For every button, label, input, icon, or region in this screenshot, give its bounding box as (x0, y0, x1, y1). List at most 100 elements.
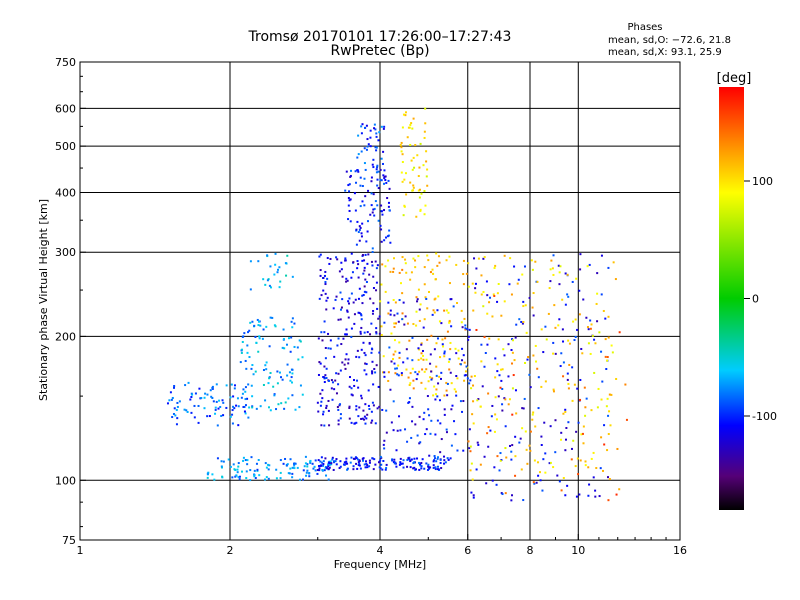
data-point (409, 372, 412, 375)
data-point (392, 267, 395, 270)
data-point (363, 351, 366, 354)
data-point (423, 318, 426, 321)
data-point (376, 264, 379, 267)
data-point (401, 256, 404, 259)
data-point (425, 297, 428, 300)
data-point (414, 266, 417, 269)
data-point (323, 377, 326, 380)
data-point (540, 435, 543, 438)
data-point (474, 287, 477, 290)
data-point (246, 397, 249, 400)
data-point (404, 315, 407, 318)
data-point (339, 417, 342, 420)
data-point (211, 396, 214, 399)
data-point (572, 320, 575, 323)
data-point (350, 292, 353, 295)
data-point (336, 258, 339, 261)
data-point (337, 337, 340, 340)
data-point (291, 275, 294, 278)
data-point (343, 363, 346, 366)
data-point (536, 367, 539, 370)
data-point (350, 252, 353, 255)
data-point (372, 302, 375, 305)
data-point (473, 257, 476, 260)
data-point (603, 424, 606, 427)
data-point (252, 373, 255, 376)
data-point (600, 398, 603, 401)
data-point (350, 327, 353, 330)
data-point (325, 467, 328, 470)
data-point (441, 343, 444, 346)
data-point (574, 318, 577, 321)
data-point (524, 430, 527, 433)
data-point (357, 170, 360, 173)
data-point (339, 369, 342, 372)
data-point (534, 425, 537, 428)
data-point (299, 340, 302, 343)
data-point (319, 362, 322, 365)
data-point (345, 457, 348, 460)
data-point (405, 271, 408, 274)
data-point (411, 367, 414, 370)
data-point (284, 457, 287, 460)
data-point (245, 477, 248, 480)
data-point (468, 328, 471, 331)
data-point (393, 339, 396, 342)
data-point (419, 142, 422, 145)
data-point (483, 256, 486, 259)
data-point (596, 292, 599, 295)
data-point (279, 477, 282, 480)
data-point (245, 367, 248, 370)
data-point (359, 205, 362, 208)
data-point (257, 320, 260, 323)
data-point (370, 351, 373, 354)
data-point (511, 413, 514, 416)
data-point (375, 364, 378, 367)
data-point (503, 254, 506, 257)
data-point (433, 457, 436, 460)
data-point (377, 139, 380, 142)
data-point (576, 457, 579, 460)
data-point (521, 427, 524, 430)
data-point (352, 465, 355, 468)
data-point (539, 479, 542, 482)
data-point (231, 409, 234, 412)
data-point (536, 280, 539, 283)
data-point (528, 296, 531, 299)
data-point (237, 465, 240, 468)
data-point (318, 469, 321, 472)
data-point (500, 314, 503, 317)
data-point (368, 273, 371, 276)
data-point (583, 386, 586, 389)
data-point (579, 398, 582, 401)
data-point (466, 377, 469, 380)
data-point (365, 373, 368, 376)
data-point (405, 348, 408, 351)
data-point (420, 461, 423, 464)
data-point (232, 395, 235, 398)
data-point (258, 335, 261, 338)
data-point (418, 442, 421, 445)
data-point (415, 310, 418, 313)
data-point (366, 230, 369, 233)
data-point (522, 407, 525, 410)
data-point (325, 474, 328, 477)
data-point (345, 460, 348, 463)
data-point (427, 466, 430, 469)
data-point (466, 328, 469, 331)
data-point (387, 379, 390, 382)
data-point (566, 273, 569, 276)
data-point (372, 468, 375, 471)
data-point (580, 347, 583, 350)
data-point (348, 190, 351, 193)
data-point (356, 169, 359, 172)
data-point (438, 399, 441, 402)
data-point (493, 466, 496, 469)
data-point (311, 462, 314, 465)
data-point (525, 331, 528, 334)
data-point (625, 418, 628, 421)
data-point (406, 136, 409, 139)
data-point (336, 406, 339, 409)
data-point (380, 210, 383, 213)
